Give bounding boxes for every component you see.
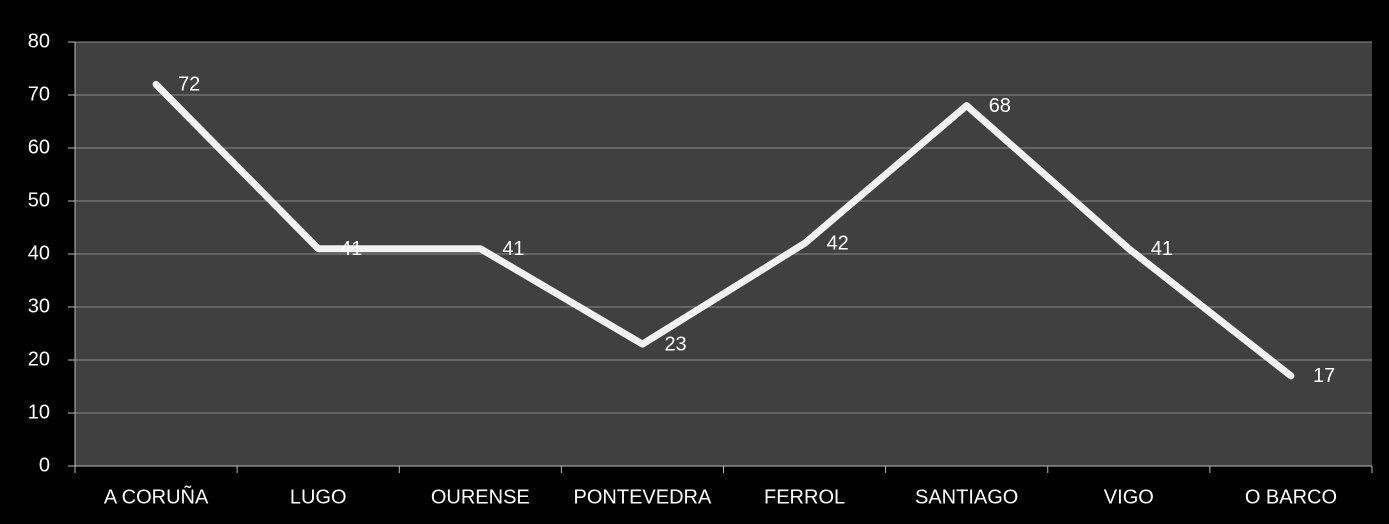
x-tick-label: LUGO bbox=[290, 486, 347, 508]
x-tick-label: OURENSE bbox=[431, 486, 530, 508]
data-line bbox=[152, 80, 1295, 380]
x-tick-label: FERROL bbox=[764, 486, 845, 508]
data-label: 41 bbox=[1151, 238, 1173, 260]
y-tick-label: 60 bbox=[28, 136, 50, 158]
y-tick-label: 20 bbox=[28, 348, 50, 370]
y-tick-label: 70 bbox=[28, 83, 50, 105]
y-tick-label: 30 bbox=[28, 295, 50, 317]
data-label: 68 bbox=[989, 95, 1011, 117]
x-tick-label: A CORUÑA bbox=[104, 484, 209, 508]
x-tick-label: VIGO bbox=[1104, 486, 1154, 508]
y-tick-label: 0 bbox=[39, 454, 50, 476]
data-label: 42 bbox=[827, 233, 849, 255]
x-tick-label: PONTEVEDRA bbox=[574, 486, 712, 508]
data-label: 17 bbox=[1313, 365, 1335, 387]
x-tick-label: SANTIAGO bbox=[915, 486, 1018, 508]
y-tick-label: 10 bbox=[28, 401, 50, 423]
x-tick-label: O BARCO bbox=[1245, 486, 1337, 508]
y-tick-label: 80 bbox=[28, 30, 50, 52]
data-label: 41 bbox=[502, 238, 524, 260]
y-tick-label: 40 bbox=[28, 242, 50, 264]
data-label: 23 bbox=[664, 333, 686, 355]
data-label: 72 bbox=[178, 74, 200, 96]
y-tick-label: 50 bbox=[28, 189, 50, 211]
data-label: 41 bbox=[340, 238, 362, 260]
